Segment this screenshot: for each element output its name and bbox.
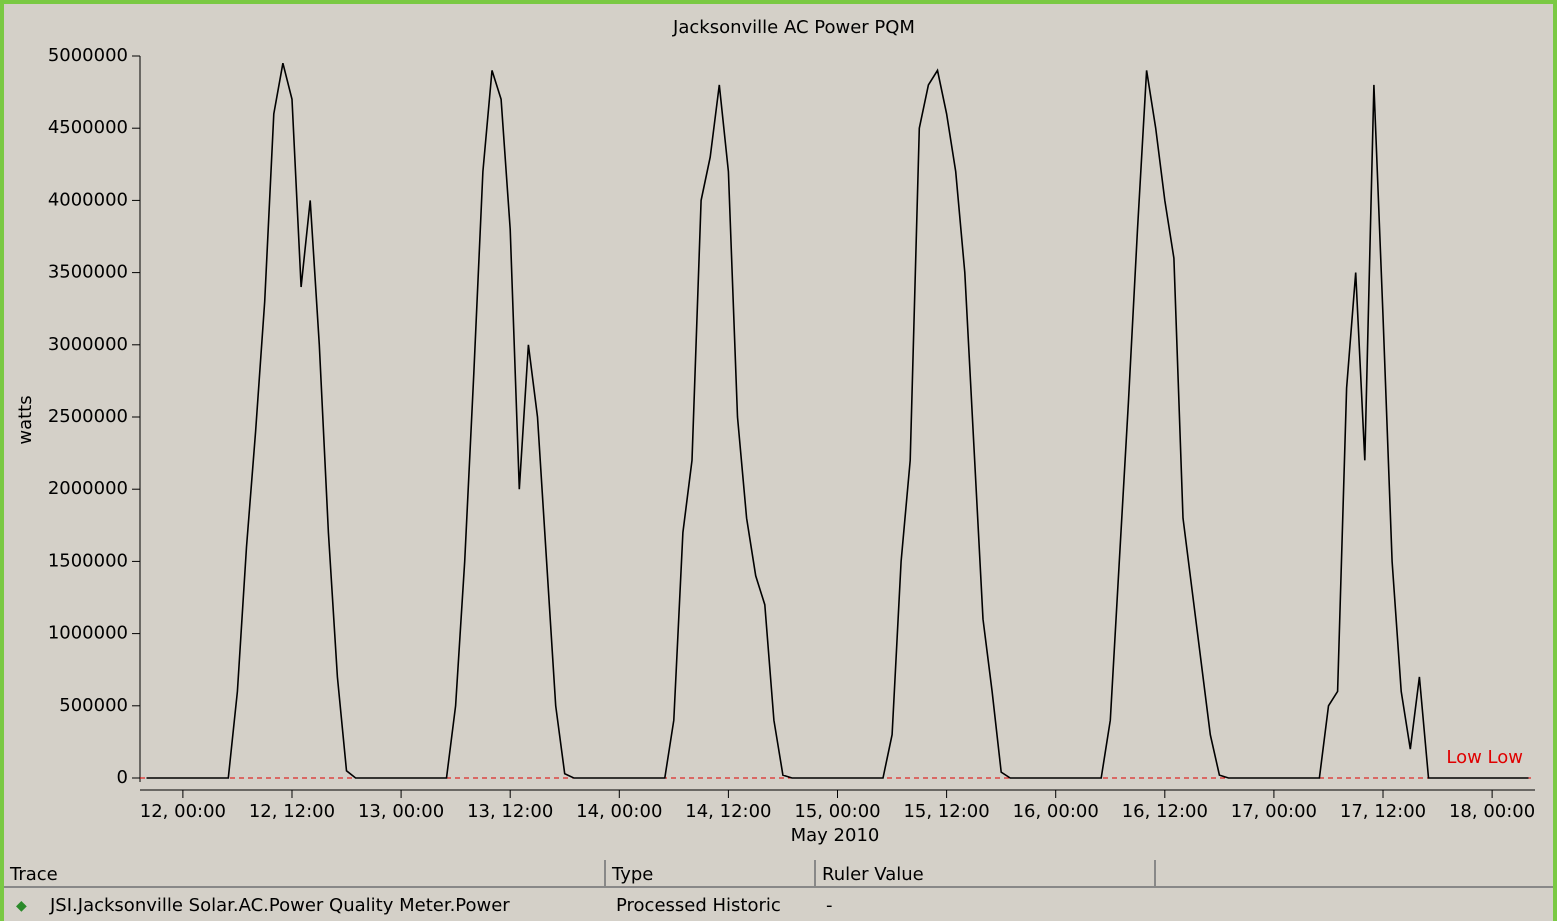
x-tick-label: 13, 00:00: [358, 801, 444, 822]
column-header[interactable]: Ruler Value: [816, 860, 1156, 888]
chart-title: Jacksonville AC Power PQM: [672, 17, 915, 38]
trace-icon: ◆: [16, 898, 27, 914]
y-tick-label: 5000000: [48, 45, 128, 66]
x-tick-label: 17, 12:00: [1340, 801, 1426, 822]
limit-label: Low Low: [1446, 747, 1523, 768]
x-tick-label: 13, 12:00: [467, 801, 553, 822]
ruler-value: -: [826, 895, 833, 916]
x-tick-label: 14, 00:00: [576, 801, 662, 822]
y-tick-label: 4000000: [48, 189, 128, 210]
y-tick-label: 1000000: [48, 623, 128, 644]
x-axis-label: May 2010: [791, 825, 880, 846]
y-tick-label: 1500000: [48, 550, 128, 571]
y-tick-label: 3500000: [48, 262, 128, 283]
y-tick-label: 2000000: [48, 478, 128, 499]
y-tick-label: 0: [117, 767, 128, 788]
y-axis-label: watts: [15, 395, 36, 444]
x-tick-label: 12, 12:00: [249, 801, 335, 822]
y-tick-label: 4500000: [48, 117, 128, 138]
y-tick-label: 3000000: [48, 334, 128, 355]
trace-name[interactable]: JSI.Jacksonville Solar.AC.Power Quality …: [50, 895, 510, 916]
y-tick-label: 2500000: [48, 406, 128, 427]
x-tick-label: 12, 00:00: [140, 801, 226, 822]
x-tick-label: 17, 00:00: [1231, 801, 1317, 822]
trace-type: Processed Historic: [616, 895, 781, 916]
x-tick-label: 15, 12:00: [903, 801, 989, 822]
x-tick-label: 15, 00:00: [794, 801, 880, 822]
y-tick-label: 500000: [59, 695, 128, 716]
x-tick-label: 16, 12:00: [1122, 801, 1208, 822]
series-line: [146, 63, 1529, 779]
column-header[interactable]: Type: [606, 860, 816, 888]
column-header: [1156, 860, 1553, 888]
chart: Jacksonville AC Power PQM watts May 2010…: [15, 17, 1535, 846]
x-tick-label: 14, 12:00: [685, 801, 771, 822]
x-tick-label: 16, 00:00: [1013, 801, 1099, 822]
column-header[interactable]: Trace: [4, 860, 606, 888]
x-tick-label: 18, 00:00: [1449, 801, 1535, 822]
